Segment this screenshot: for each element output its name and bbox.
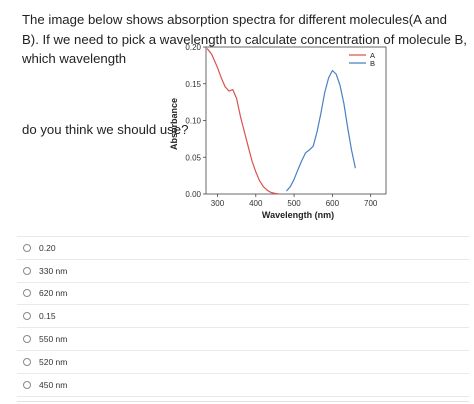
answer-option[interactable]: 450 nm	[17, 372, 469, 397]
radio-button[interactable]	[23, 380, 31, 389]
plot-frame	[205, 46, 387, 195]
answer-option[interactable]: 520 nm	[17, 349, 469, 373]
y-tick-label: 0.20	[185, 43, 201, 52]
answer-option[interactable]: 0.15	[17, 304, 469, 327]
question-text: The image below shows absorption spectra…	[22, 12, 467, 66]
answer-option-label: 330 nm	[39, 265, 68, 276]
answer-option[interactable]: 620 nm	[17, 281, 469, 305]
series-line-a	[206, 48, 279, 195]
legend-label: B	[370, 59, 375, 68]
answer-option-label: 0.15	[39, 311, 56, 322]
series-line-b	[285, 69, 356, 192]
x-tick-label: 600	[326, 199, 340, 208]
radio-button[interactable]	[23, 243, 31, 252]
radio-button[interactable]	[23, 312, 31, 321]
y-tick-label: 0.10	[185, 117, 201, 126]
answer-option[interactable]: 550 nm	[17, 327, 469, 350]
legend-label: A	[370, 51, 375, 60]
x-tick-label: 300	[211, 199, 225, 208]
x-axis-label: Wavelength (nm)	[262, 210, 334, 220]
y-tick-label: 0.05	[185, 153, 201, 162]
radio-button[interactable]	[23, 289, 31, 298]
answer-option[interactable]: 330 nm	[17, 258, 469, 282]
answer-option-label: 0.20	[39, 242, 56, 253]
question-text-continued: do you think we should use?	[22, 122, 189, 137]
answer-option-label: 620 nm	[39, 288, 68, 299]
answer-option[interactable]: 0.20	[17, 236, 469, 259]
radio-button[interactable]	[23, 335, 31, 344]
answer-option-label: 450 nm	[39, 379, 68, 390]
chart-svg: Absorbance Wavelength (nm) 300 400 500 600 7…	[169, 43, 387, 220]
y-axis-label: Absorbance	[169, 98, 179, 150]
absorption-spectra-chart: Absorbance Wavelength (nm) 300 400 500 600 7…	[166, 42, 396, 224]
x-tick-label: 500	[287, 199, 301, 208]
y-tick-label: 0.15	[185, 80, 201, 89]
radio-button[interactable]	[23, 266, 31, 275]
radio-button[interactable]	[23, 357, 31, 366]
x-tick-label: 400	[249, 199, 263, 208]
answer-option-label: 550 nm	[39, 334, 68, 345]
y-tick-label: 0.00	[185, 190, 201, 199]
answer-option-label: 520 nm	[39, 356, 68, 367]
bottom-divider	[17, 401, 469, 402]
x-tick-label: 700	[364, 199, 378, 208]
answer-options: 0.20 330 nm 620 nm 0.15 550 nm 520 nm 450 nm	[17, 236, 469, 397]
